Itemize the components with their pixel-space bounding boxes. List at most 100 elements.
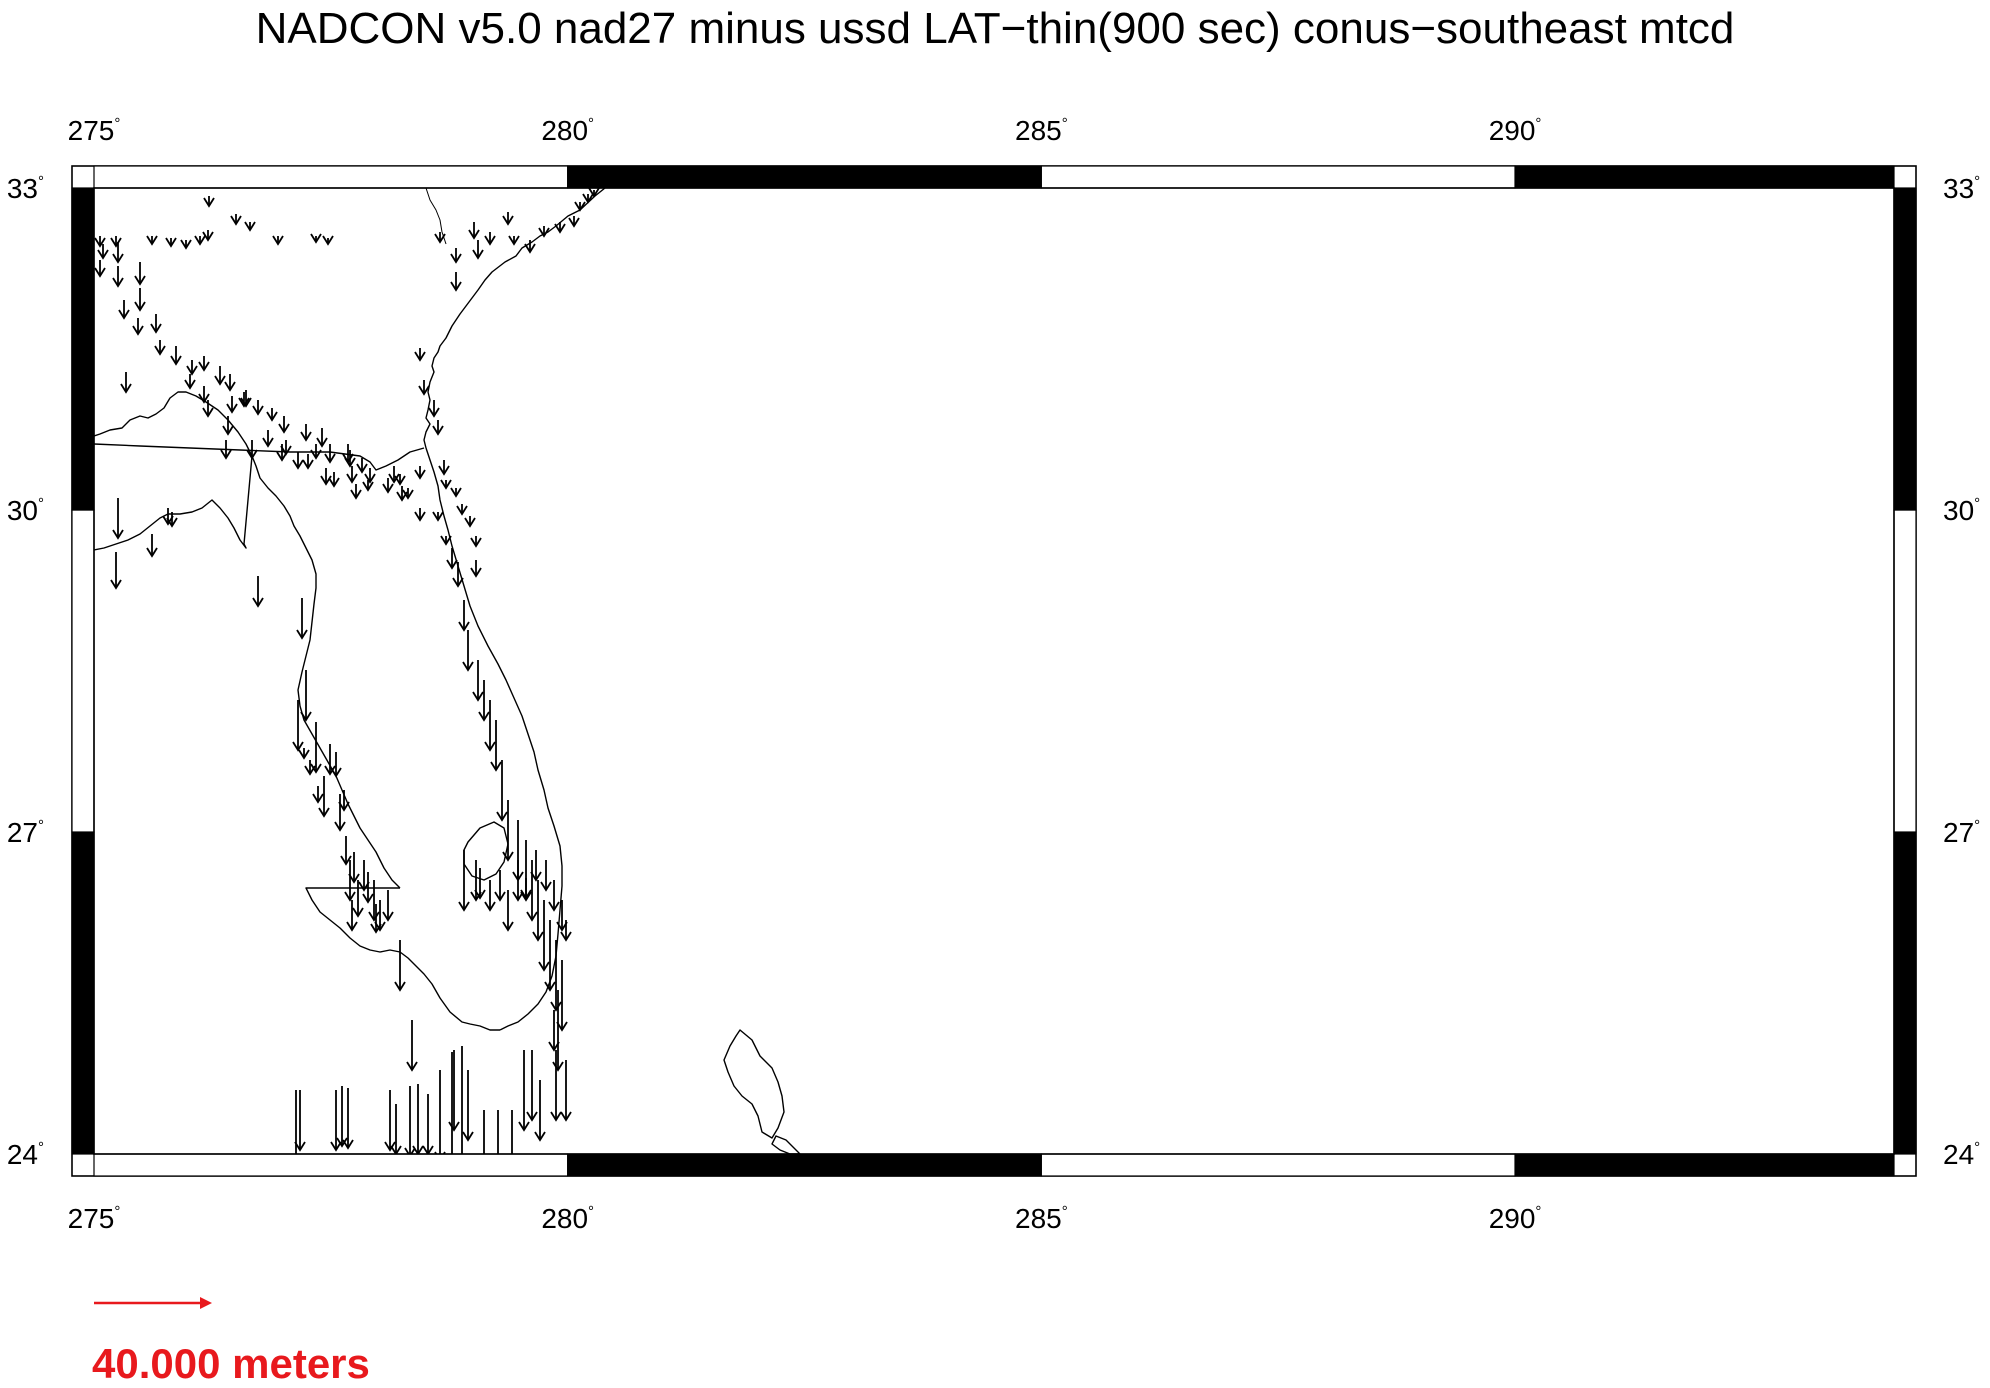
displacement-vector (226, 396, 238, 414)
lat-tick-label: 24° (7, 1139, 44, 1170)
displacement-vector (414, 348, 426, 362)
displacement-vector (450, 272, 462, 292)
displacement-vector (220, 440, 232, 460)
displacement-vector (526, 860, 538, 922)
lon-tick-label: 290° (1489, 1203, 1542, 1234)
border-ga-al (425, 188, 447, 245)
displacement-vector (300, 670, 312, 722)
frame-segment (1893, 187, 1917, 511)
displacement-vector (518, 1050, 530, 1132)
displacement-vector (474, 868, 486, 900)
map-title: NADCON v5.0 nad27 minus ussd LAT−thin(90… (255, 4, 1735, 53)
displacement-vector (222, 416, 234, 436)
displacement-vector (296, 598, 308, 640)
displacement-vector (526, 1050, 538, 1122)
displacement-vector (472, 660, 484, 702)
displacement-vector (532, 880, 544, 942)
frame-segment (71, 509, 95, 833)
displacement-vector (502, 890, 514, 932)
coastline-bahamas-abaco (723, 1029, 785, 1139)
displacement-vector (530, 850, 542, 882)
displacement-vector (356, 458, 368, 474)
displacement-vector (350, 484, 362, 500)
displacement-vector (252, 576, 264, 608)
displacement-vector (184, 374, 196, 390)
displacement-vector (382, 890, 394, 922)
displacement-vector (464, 516, 476, 528)
displacement-vector (291, 1090, 301, 1154)
displacement-vector (244, 221, 256, 232)
lat-tick-label: 33° (7, 173, 44, 204)
displacement-vector (538, 900, 550, 972)
displacement-vector (94, 236, 106, 248)
displacement-vector (438, 460, 450, 476)
displacement-vector (497, 1110, 499, 1154)
displacement-vector (520, 878, 532, 900)
lon-tick-label: 275° (68, 115, 121, 146)
displacement-vector (582, 193, 594, 204)
displacement-vector (508, 235, 520, 246)
frame-segment (567, 165, 1042, 189)
displacement-vector (132, 318, 144, 336)
lon-tick-label: 285° (1015, 1203, 1068, 1234)
displacement-vector (432, 511, 444, 522)
displacement-vector (382, 478, 394, 494)
displacement-vector (588, 188, 600, 198)
displacement-vector (432, 420, 444, 436)
displacement-vector (304, 760, 316, 776)
displacement-vector (404, 1086, 416, 1154)
displacement-vector (502, 212, 514, 226)
displacement-vector (568, 216, 580, 228)
displacement-vector (278, 416, 290, 434)
displacement-vector (342, 1088, 354, 1150)
displacement-vector (324, 744, 336, 776)
displacement-vector (344, 860, 356, 902)
displacement-vector (512, 860, 524, 902)
displacement-vector (292, 700, 304, 752)
displacement-vector (394, 940, 406, 992)
map-frame (71, 165, 1917, 1177)
displacement-vector (406, 1020, 418, 1072)
lat-tick-label: 30° (7, 495, 44, 526)
displacement-vector (402, 488, 414, 500)
displacement-vector (310, 233, 322, 244)
displacement-vector (252, 400, 264, 416)
displacement-vector (502, 800, 514, 862)
displacement-vector (203, 196, 215, 208)
displacement-vector (446, 548, 458, 570)
displacement-vector (484, 232, 496, 246)
displacement-vector (550, 1050, 562, 1122)
displacement-vector (540, 860, 552, 892)
displacement-vector (166, 512, 178, 528)
lat-tick-label: 33° (1943, 173, 1980, 204)
frame-segment (71, 831, 95, 1155)
displacement-vector (394, 474, 406, 486)
displacement-vector (496, 760, 508, 822)
displacement-vector (224, 374, 236, 392)
displacement-vector (328, 472, 340, 488)
coastline-florida-west (94, 455, 401, 889)
displacement-vector (276, 444, 288, 462)
coastline-florida-east (425, 447, 563, 1031)
frame-segment (1040, 1153, 1516, 1177)
displacement-vector (312, 786, 324, 804)
displacement-vector (194, 235, 206, 246)
lon-tick-label: 280° (541, 1203, 594, 1234)
displacement-vector (344, 450, 356, 468)
displacement-vector (202, 400, 214, 418)
displacement-vector (165, 237, 177, 248)
displacement-vector (336, 1086, 348, 1148)
displacement-vector (198, 386, 210, 404)
displacement-vector (484, 880, 496, 912)
lat-tick-label: 30° (1943, 495, 1980, 526)
frame-segment (1514, 165, 1895, 189)
displacement-vector (390, 1104, 402, 1154)
displacement-vector (412, 1084, 424, 1154)
displacement-vector (146, 534, 158, 558)
displacement-vector (544, 920, 556, 992)
lon-tick-label: 275° (68, 1203, 121, 1234)
displacement-vector (324, 444, 336, 464)
displacement-vector (388, 466, 400, 484)
displacement-vector (462, 630, 474, 672)
displacement-vector (352, 880, 364, 918)
